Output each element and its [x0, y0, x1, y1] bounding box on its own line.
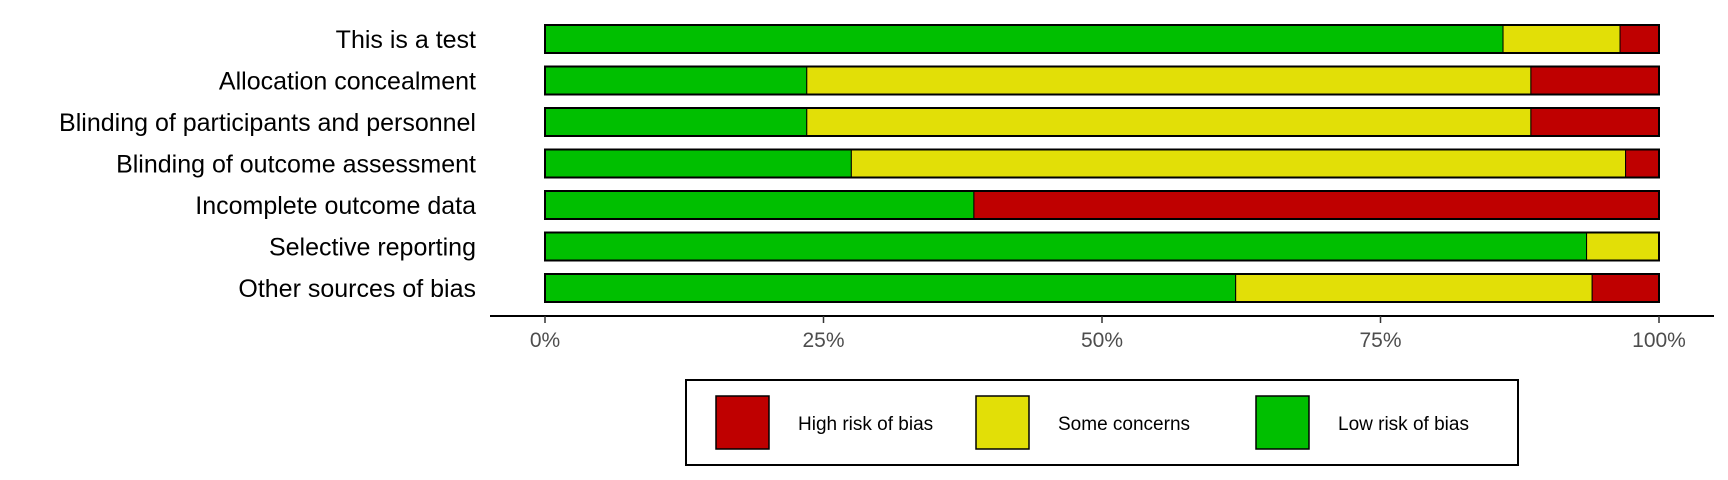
x-tick-label: 50% [1081, 329, 1123, 352]
bar-outline [544, 190, 1660, 220]
x-axis: 0% 25% 50% 75% 100% [490, 315, 1714, 352]
x-tick-label: 25% [802, 329, 844, 352]
bar-segment-high-risk-of-bias [1619, 24, 1660, 54]
bar-segment-some-concerns [806, 66, 1532, 95]
bar-outline [544, 65, 1660, 96]
domain-labels: This is a test Allocation concealment Blin… [59, 26, 476, 303]
bar-segment-high-risk-of-bias [973, 190, 1660, 220]
bar-outline [544, 231, 1660, 262]
x-tick-label: 75% [1359, 329, 1401, 352]
legend-swatch-high-risk-of-bias [715, 395, 770, 450]
bar-outline [544, 24, 1660, 54]
legend-swatch-some-concerns [975, 395, 1030, 450]
domain-label: Incomplete outcome data [195, 192, 476, 220]
x-tick-label: 100% [1632, 329, 1686, 352]
bar-segment-low-risk-of-bias [544, 190, 975, 220]
bar-segment-some-concerns [806, 107, 1532, 137]
bar-segment-low-risk-of-bias [544, 24, 1504, 54]
bar-segment-high-risk-of-bias [1591, 273, 1660, 303]
bar-segment-some-concerns [1235, 273, 1593, 303]
x-tick-label: 0% [530, 329, 560, 352]
bar-segment-low-risk-of-bias [544, 232, 1588, 261]
legend-label-high-risk-of-bias: High risk of bias [798, 414, 933, 435]
domain-label: Allocation concealment [219, 68, 476, 96]
bar-segment-low-risk-of-bias [544, 66, 808, 95]
legend-label-low-risk-of-bias: Low risk of bias [1338, 414, 1469, 435]
domain-label: Blinding of participants and personnel [59, 109, 476, 137]
domain-label: Blinding of outcome assessment [116, 151, 476, 179]
bar-outline [544, 107, 1660, 137]
legend-box [685, 379, 1519, 466]
domain-label: Other sources of bias [238, 275, 476, 303]
bar-outline [544, 273, 1660, 303]
bar-segment-high-risk-of-bias [1530, 66, 1660, 95]
bar-outline [544, 148, 1660, 179]
bars-layer [544, 24, 1660, 303]
domain-label: This is a test [336, 26, 476, 54]
domain-label: Selective reporting [269, 234, 476, 262]
legend-swatch-low-risk-of-bias [1255, 395, 1310, 450]
bar-segment-low-risk-of-bias [544, 273, 1237, 303]
legend: High risk of bias Some concerns Low risk o… [685, 379, 1519, 466]
bar-segment-some-concerns [1502, 24, 1621, 54]
legend-label-some-concerns: Some concerns [1058, 414, 1190, 435]
bar-segment-high-risk-of-bias [1530, 107, 1660, 137]
bar-segment-high-risk-of-bias [1625, 149, 1660, 178]
bar-segment-some-concerns [850, 149, 1627, 178]
bar-segment-some-concerns [1586, 232, 1660, 261]
bar-segment-low-risk-of-bias [544, 107, 808, 137]
bar-segment-low-risk-of-bias [544, 149, 852, 178]
